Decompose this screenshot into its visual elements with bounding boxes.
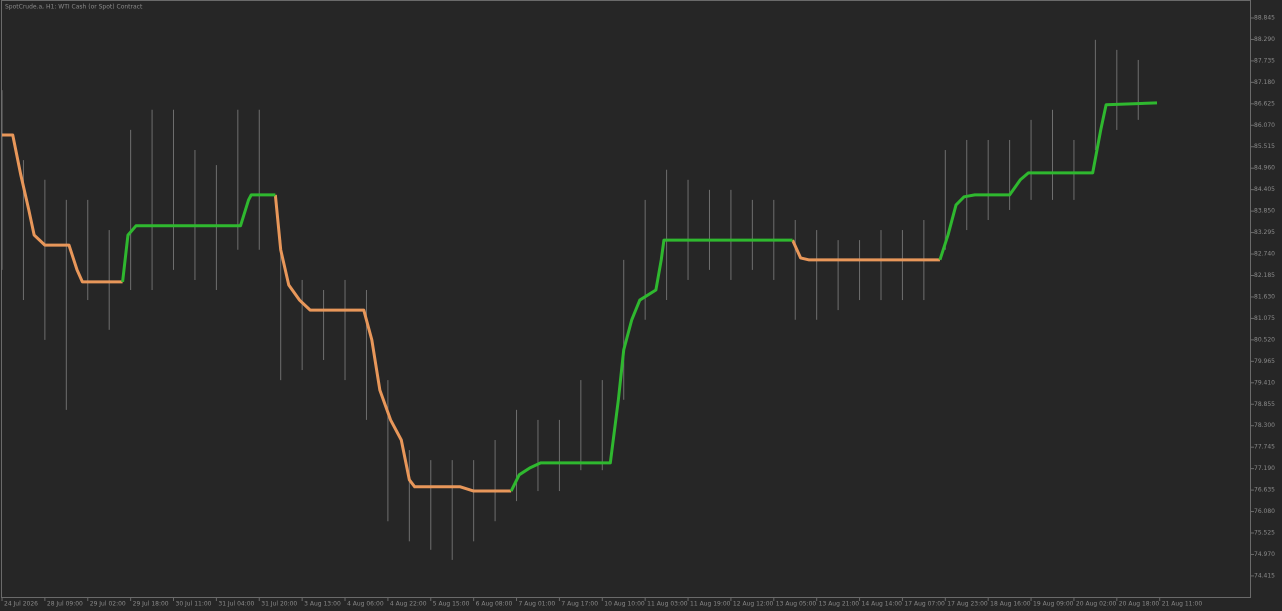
x-tick-label: 5 Aug 15:00 — [433, 601, 470, 608]
x-tick-label: 31 Jul 20:00 — [261, 601, 297, 608]
y-tick-label: 74.970 — [1254, 551, 1275, 558]
y-tick-label: 83.295 — [1254, 229, 1275, 236]
x-tick-label: 20 Aug 02:00 — [1076, 601, 1117, 608]
x-tick-label: 12 Aug 12:00 — [733, 601, 774, 608]
x-tick-label: 31 Jul 04:00 — [218, 601, 254, 608]
x-tick-label: 4 Aug 06:00 — [347, 601, 384, 608]
trend-line — [121, 101, 1158, 492]
y-tick-label: 82.185 — [1254, 272, 1275, 279]
y-tick-label: 84.960 — [1254, 165, 1275, 172]
y-tick-label: 88.845 — [1254, 14, 1275, 21]
x-tick-label: 11 Aug 03:00 — [647, 601, 688, 608]
y-tick-label: 76.080 — [1254, 508, 1275, 515]
x-tick-label: 19 Aug 09:00 — [1033, 601, 1074, 608]
x-tick-label: 29 Jul 02:00 — [90, 601, 126, 608]
y-tick-label: 75.525 — [1254, 530, 1275, 537]
y-tick-label: 79.410 — [1254, 379, 1275, 386]
x-tick-label: 18 Aug 16:00 — [990, 601, 1031, 608]
x-tick-label: 20 Aug 18:00 — [1119, 601, 1160, 608]
y-tick-label: 83.850 — [1254, 208, 1275, 215]
x-tick-label: 29 Jul 18:00 — [133, 601, 169, 608]
x-tick-label: 6 Aug 08:00 — [476, 601, 513, 608]
x-tick-label: 11 Aug 19:00 — [690, 601, 731, 608]
x-tick-label: 7 Aug 17:00 — [561, 601, 598, 608]
x-tick-label: 10 Aug 10:00 — [604, 601, 645, 608]
y-tick-label: 84.405 — [1254, 186, 1275, 193]
y-tick-label: 77.190 — [1254, 465, 1275, 472]
y-tick-label: 78.855 — [1254, 401, 1275, 408]
y-tick-label: 79.965 — [1254, 358, 1275, 365]
x-tick-label: 17 Aug 23:00 — [947, 601, 988, 608]
y-tick-label: 80.520 — [1254, 336, 1275, 343]
x-tick-label: 24 Jul 2026 — [4, 601, 38, 608]
y-tick-label: 82.740 — [1254, 251, 1275, 258]
x-tick-label: 13 Aug 21:00 — [819, 601, 860, 608]
x-tick-label: 4 Aug 22:00 — [390, 601, 427, 608]
trend-line — [2, 133, 940, 493]
x-tick-label: 14 Aug 14:00 — [862, 601, 903, 608]
y-tick-label: 87.735 — [1254, 57, 1275, 64]
plot-area — [1, 0, 1251, 598]
chart-title: SpotCrude.a, H1: WTI Cash (or Spot) Cont… — [5, 4, 143, 11]
x-tick-label: 7 Aug 01:00 — [519, 601, 556, 608]
y-tick-label: 76.635 — [1254, 487, 1275, 494]
x-tick-label: 3 Aug 13:00 — [304, 601, 341, 608]
y-tick-label: 74.415 — [1254, 572, 1275, 579]
x-tick-label: 17 Aug 07:00 — [904, 601, 945, 608]
x-tick-label: 30 Jul 11:00 — [176, 601, 212, 608]
y-tick-label: 88.290 — [1254, 36, 1275, 43]
y-tick-label: 81.075 — [1254, 315, 1275, 322]
y-tick-label: 85.515 — [1254, 143, 1275, 150]
y-tick-label: 78.300 — [1254, 422, 1275, 429]
x-tick-label: 13 Aug 05:00 — [776, 601, 817, 608]
y-tick-label: 86.625 — [1254, 100, 1275, 107]
y-tick-label: 77.745 — [1254, 444, 1275, 451]
y-tick-label: 86.070 — [1254, 122, 1275, 129]
y-tick-label: 81.630 — [1254, 293, 1275, 300]
x-tick-label: 28 Jul 09:00 — [47, 601, 83, 608]
y-tick-label: 87.180 — [1254, 79, 1275, 86]
x-tick-label: 21 Aug 11:00 — [1162, 601, 1203, 608]
